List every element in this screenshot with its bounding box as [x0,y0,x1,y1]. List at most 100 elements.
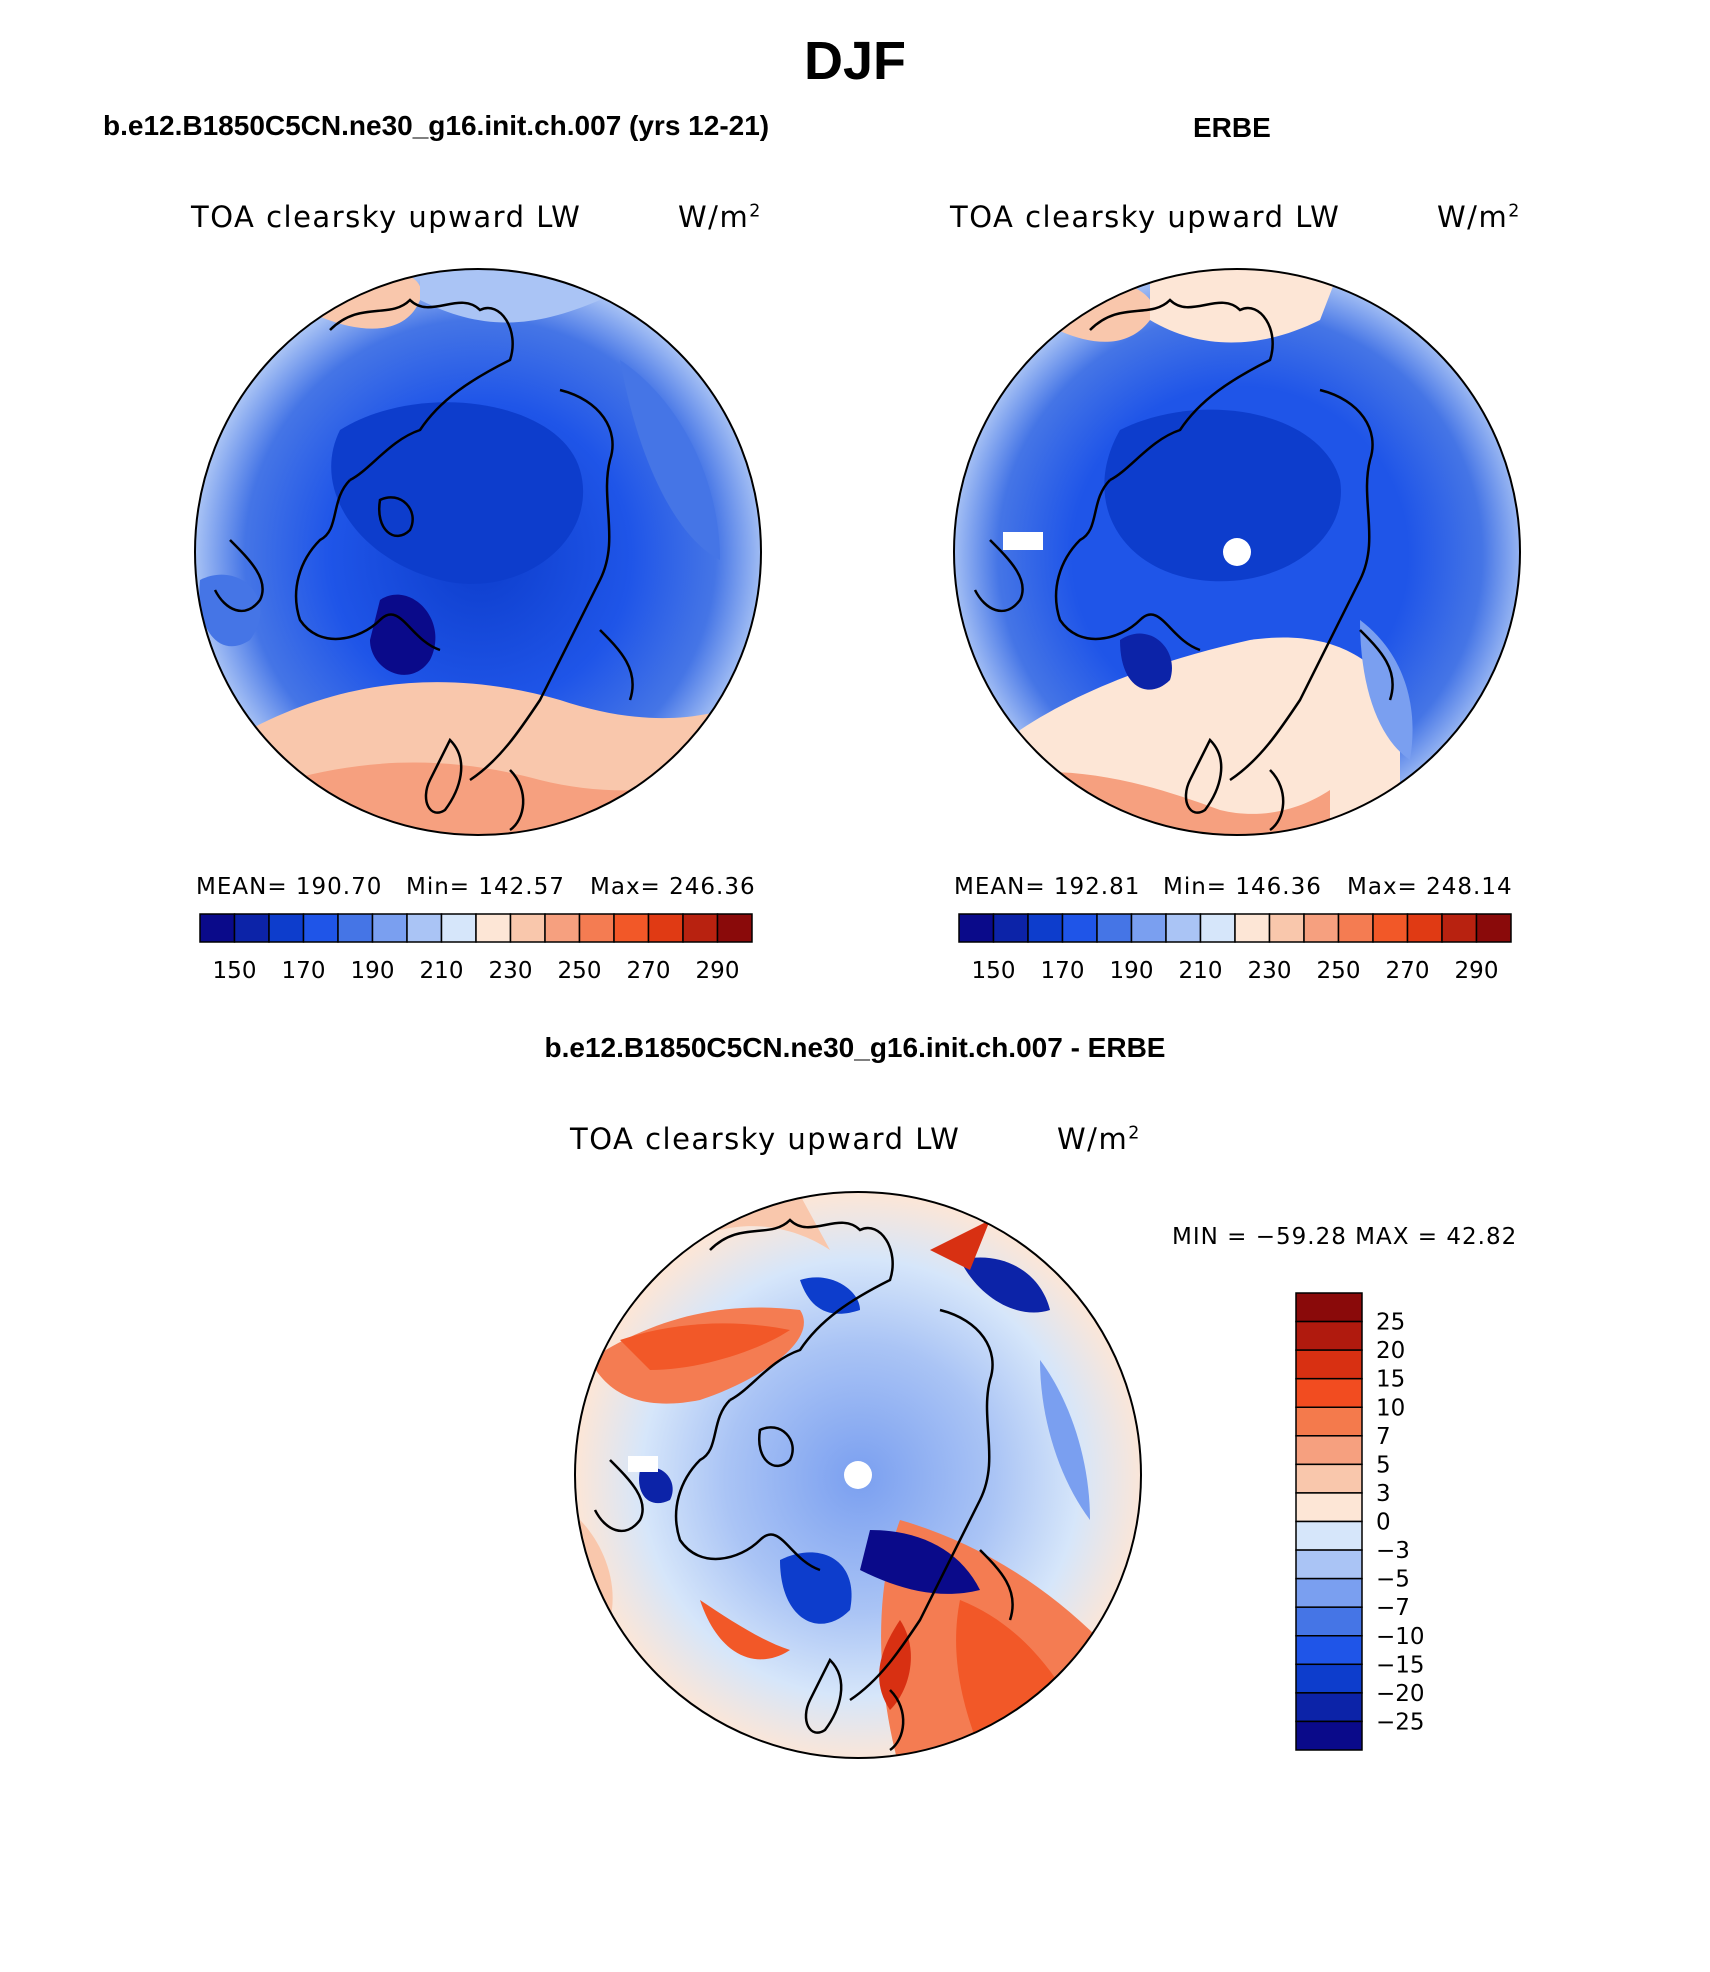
colorbar-swatch [1441,913,1478,943]
colorbar-tick-label: 290 [696,958,740,984]
obs-variable-label: TOA clearsky upward LW [950,200,1341,234]
diff-polar-map [574,1191,1142,1759]
colorbar-tick-label: 0 [1376,1510,1391,1536]
colorbar-swatch [406,913,443,943]
colorbar-swatch [613,913,650,943]
colorbar-swatch [1027,913,1064,943]
colorbar-swatch [544,913,581,943]
colorbar-swatch [1295,1349,1363,1380]
obs-polar-map [953,268,1521,836]
figure-title: DJF [803,31,906,91]
colorbar-tick-label: −25 [1376,1709,1425,1735]
model-max-stat: Max= 246.36 [590,874,756,900]
colorbar-swatch [1234,913,1271,943]
colorbar-swatch [1295,1406,1363,1437]
colorbar-swatch [1295,1606,1363,1637]
colorbar-swatch [1199,913,1236,943]
colorbar-swatch [1165,913,1202,943]
colorbar-swatch [1295,1520,1363,1551]
colorbar-swatch [1096,913,1133,943]
colorbar-tick-label: 20 [1376,1338,1405,1364]
diff-minmax-stat: MIN = −59.28 MAX = 42.82 [1172,1224,1518,1250]
colorbar-swatch [475,913,512,943]
colorbar-swatch [302,913,339,943]
colorbar-tick-label: 190 [1110,958,1154,984]
colorbar-tick-label: 250 [1317,958,1361,984]
colorbar-tick-label: −20 [1376,1681,1425,1707]
colorbar-swatch [1268,913,1305,943]
colorbar-swatch [1295,1320,1363,1351]
colorbar-swatch [268,913,305,943]
colorbar-swatch [682,913,719,943]
colorbar-swatch [1295,1577,1363,1608]
colorbar-tick-label: 10 [1376,1395,1405,1421]
colorbar-tick-label: 210 [420,958,464,984]
model-min-stat: Min= 142.57 [406,874,565,900]
colorbar-tick-label: 170 [1041,958,1085,984]
colorbar-tick-label: 150 [213,958,257,984]
colorbar-swatch [1475,913,1512,943]
colorbar-swatch [233,913,270,943]
colorbar-tick-label: −7 [1376,1595,1410,1621]
colorbar-tick-label: 3 [1376,1481,1391,1507]
colorbar-swatch [1295,1692,1363,1723]
colorbar-swatch [1130,913,1167,943]
colorbar-tick-label: 230 [1248,958,1292,984]
colorbar-tick-label: 210 [1179,958,1223,984]
colorbar-swatch [1295,1463,1363,1494]
obs-min-stat: Min= 146.36 [1163,874,1322,900]
colorbar-tick-label: 5 [1376,1452,1391,1478]
colorbar-tick-label: 150 [972,958,1016,984]
colorbar-swatch [371,913,408,943]
colorbar-swatch [1303,913,1340,943]
colorbar-swatch [509,913,546,943]
model-polar-map [194,268,762,836]
colorbar-tick-label: 170 [282,958,326,984]
colorbar-swatch [1295,1549,1363,1580]
diff-panel-heading: b.e12.B1850C5CN.ne30_g16.init.ch.007 - E… [544,1032,1166,1063]
diff-units-label: W/m2 [1057,1122,1141,1156]
colorbar-tick-label: 7 [1376,1424,1391,1450]
colorbar-tick-label: 270 [1386,958,1430,984]
colorbar-swatch [578,913,615,943]
model-mean-stat: MEAN= 190.70 [196,874,383,900]
obs-panel-heading: ERBE [1193,112,1271,143]
colorbar-swatch [1295,1435,1363,1466]
colorbar-tick-label: 250 [558,958,602,984]
colorbar-swatch [647,913,684,943]
colorbar-tick-label: −3 [1376,1538,1410,1564]
model-variable-label: TOA clearsky upward LW [191,200,582,234]
colorbar-swatch [1406,913,1443,943]
model-units-label: W/m2 [678,200,762,234]
colorbar-swatch [716,913,753,943]
colorbar-tick-label: 270 [627,958,671,984]
obs-units-label: W/m2 [1437,200,1521,234]
colorbar-swatch [1295,1720,1363,1751]
colorbar-swatch [958,913,995,943]
colorbar-tick-label: 190 [351,958,395,984]
colorbar-swatch [1295,1635,1363,1666]
colorbar-tick-label: −5 [1376,1567,1410,1593]
colorbar-swatch [440,913,477,943]
colorbar-swatch [1061,913,1098,943]
diff-variable-label: TOA clearsky upward LW [570,1122,961,1156]
colorbar-swatch [1295,1377,1363,1408]
colorbar-tick-label: 290 [1455,958,1499,984]
colorbar-swatch [1295,1663,1363,1694]
colorbar-swatch [1337,913,1374,943]
colorbar-swatch [992,913,1029,943]
obs-mean-stat: MEAN= 192.81 [954,874,1141,900]
colorbar-swatch [1295,1492,1363,1523]
colorbar-swatch [1372,913,1409,943]
colorbar-tick-label: 230 [489,958,533,984]
colorbar-tick-label: 25 [1376,1310,1405,1336]
model-panel-heading: b.e12.B1850C5CN.ne30_g16.init.ch.007 (yr… [103,110,770,141]
obs-colorbar: 150 170 190 210 230 250 270 290 [958,913,1512,984]
obs-max-stat: Max= 248.14 [1347,874,1513,900]
colorbar-tick-label: −15 [1376,1652,1425,1678]
colorbar-tick-label: −10 [1376,1624,1425,1650]
colorbar-swatch [199,913,236,943]
colorbar-tick-label: 15 [1376,1367,1405,1393]
